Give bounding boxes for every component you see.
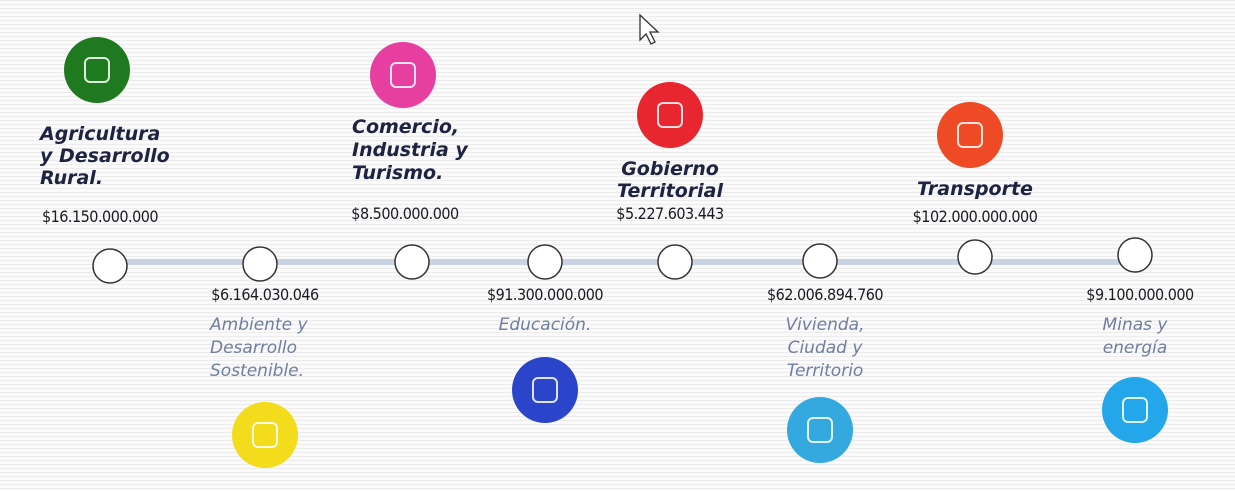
amount: $5.227.603.443 (616, 204, 724, 223)
icon-glyph (1122, 397, 1148, 423)
sector-label: Agricultura (38, 123, 160, 145)
sector-label: Transporte (917, 178, 1033, 200)
sector-label: Territorial (617, 180, 723, 202)
sector-icon (787, 397, 853, 463)
timeline-node (802, 243, 838, 279)
sector-label: Desarrollo (210, 338, 297, 358)
amount: $102.000.000.000 (913, 207, 1038, 226)
icon-glyph (252, 422, 278, 448)
sector-icon (1102, 377, 1168, 443)
sector-icon (937, 102, 1003, 168)
icon-glyph (807, 417, 833, 443)
sector-label: Rural. (40, 167, 103, 189)
sector-icon (512, 357, 578, 423)
sector-icon (370, 42, 436, 108)
amount: $9.100.000.000 (1086, 285, 1194, 304)
timeline-node (957, 239, 993, 275)
timeline-node (527, 244, 563, 280)
amount: $6.164.030.046 (211, 285, 319, 304)
sector-label: Territorio (787, 361, 864, 381)
timeline-node (92, 248, 128, 284)
icon-glyph (390, 62, 416, 88)
timeline-node (394, 244, 430, 280)
sector-label: y Desarrollo (40, 145, 170, 167)
sector-label: Comercio, (352, 116, 459, 138)
icon-glyph (957, 122, 983, 148)
sector-label: Turismo. (352, 162, 443, 184)
sector-label: Gobierno (621, 158, 719, 180)
amount: $8.500.000.000 (351, 204, 459, 223)
icon-glyph (84, 57, 110, 83)
timeline-node (242, 246, 278, 282)
timeline-node (1117, 237, 1153, 273)
sector-icon (637, 82, 703, 148)
amount: $16.150.000.000 (42, 207, 158, 226)
sector-label: Sostenible. (210, 361, 304, 381)
sector-label: Industria y (352, 139, 469, 161)
timeline-node (657, 244, 693, 280)
amount: $91.300.000.000 (487, 285, 603, 304)
sector-label: Ciudad y (788, 338, 864, 358)
icon-glyph (657, 102, 683, 128)
sector-label: energía (1103, 338, 1168, 358)
amount: $62.006.894.760 (767, 285, 883, 304)
sector-icon (64, 37, 130, 103)
sector-label: Educación. (499, 315, 592, 335)
sector-label: Minas y (1103, 315, 1169, 335)
sector-label: Ambiente y (209, 315, 308, 335)
sector-icon (232, 402, 298, 468)
icon-glyph (532, 377, 558, 403)
cursor (639, 13, 660, 45)
sector-label: Vivienda, (786, 315, 865, 335)
